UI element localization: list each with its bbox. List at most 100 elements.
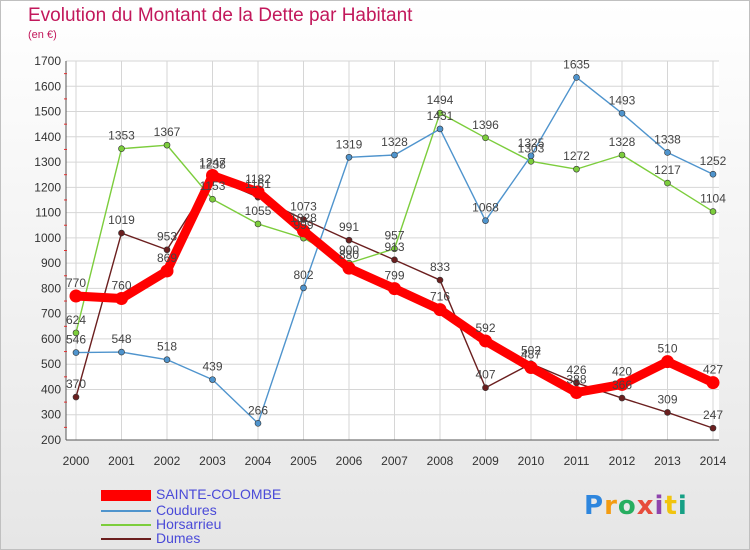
data-label-horsarrieu: 1153 xyxy=(200,179,226,193)
data-label-coudures: 548 xyxy=(111,332,131,346)
data-label-horsarrieu: 1396 xyxy=(472,118,499,132)
data-point-sainte-colombe xyxy=(342,261,356,275)
data-point-horsarrieu xyxy=(209,195,216,203)
data-label-coudures: 1252 xyxy=(700,154,727,168)
data-point-horsarrieu xyxy=(163,141,171,149)
data-label-horsarrieu: 1272 xyxy=(563,149,590,163)
data-point-sainte-colombe xyxy=(570,385,583,399)
data-point-sainte-colombe xyxy=(160,264,174,278)
data-label-sainte-colombe: 869 xyxy=(157,251,177,265)
data-label-horsarrieu: 1055 xyxy=(245,204,272,218)
data-label-sainte-colombe: 1028 xyxy=(290,211,317,225)
data-label-horsarrieu: 957 xyxy=(384,229,404,243)
data-point-sainte-colombe xyxy=(206,168,219,182)
legend-swatch-coudures xyxy=(101,510,151,512)
y-tick-label: 1300 xyxy=(34,155,61,169)
x-tick-label: 2004 xyxy=(245,454,272,468)
data-label-coudures: 1068 xyxy=(472,201,499,215)
data-point-horsarrieu xyxy=(391,245,398,253)
data-label-dumes: 1073 xyxy=(290,199,317,213)
data-label-coudures: 266 xyxy=(248,403,268,417)
data-point-horsarrieu xyxy=(618,151,626,159)
data-label-horsarrieu: 624 xyxy=(66,313,86,327)
data-point-sainte-colombe xyxy=(479,334,492,348)
data-point-dumes xyxy=(300,216,307,223)
data-label-dumes: 833 xyxy=(430,260,450,274)
data-label-sainte-colombe: 487 xyxy=(521,347,541,361)
data-label-sainte-colombe: 1247 xyxy=(199,155,226,169)
data-label-dumes: 1238 xyxy=(199,158,226,172)
data-point-horsarrieu xyxy=(118,145,125,152)
logo-letter: P xyxy=(584,491,605,521)
legend-swatch-sainte-colombe xyxy=(101,490,151,501)
data-label-coudures: 518 xyxy=(157,340,177,354)
y-tick-label: 700 xyxy=(41,307,61,321)
data-label-horsarrieu: 900 xyxy=(339,243,359,257)
data-point-dumes xyxy=(573,379,580,387)
logo-letter: o xyxy=(617,491,637,521)
x-tick-label: 2005 xyxy=(290,454,317,468)
data-point-coudures xyxy=(72,349,80,356)
data-label-sainte-colombe: 510 xyxy=(657,342,677,356)
data-point-sainte-colombe xyxy=(251,185,265,199)
data-point-dumes xyxy=(391,256,398,264)
data-point-sainte-colombe xyxy=(661,355,674,369)
data-label-sainte-colombe: 760 xyxy=(111,279,131,293)
data-point-coudures xyxy=(664,149,671,156)
x-tick-label: 2013 xyxy=(654,454,681,468)
legend-swatch-dumes xyxy=(101,538,151,540)
legend-swatch-horsarrieu xyxy=(101,524,151,526)
data-label-sainte-colombe: 799 xyxy=(384,269,404,283)
data-point-dumes xyxy=(118,229,125,237)
y-tick-label: 1100 xyxy=(35,206,61,220)
data-label-sainte-colombe: 592 xyxy=(475,321,495,335)
data-label-sainte-colombe: 770 xyxy=(66,276,86,290)
proxiti-logo: Proxiti xyxy=(584,491,688,521)
data-label-dumes: 953 xyxy=(157,230,177,244)
data-point-dumes xyxy=(618,394,626,402)
chart-title: Evolution du Montant de la Dette par Hab… xyxy=(28,5,413,26)
y-tick-label: 1000 xyxy=(34,231,61,245)
legend-label-sainte-colombe: SAINTE-COLOMBE xyxy=(156,486,282,502)
x-tick-label: 2003 xyxy=(199,454,226,468)
y-tick-label: 400 xyxy=(41,382,61,396)
x-tick-label: 2009 xyxy=(472,454,499,468)
y-tick-label: 1200 xyxy=(34,180,61,194)
data-point-coudures xyxy=(209,376,216,383)
data-point-horsarrieu xyxy=(254,220,262,228)
data-point-sainte-colombe xyxy=(433,303,447,317)
data-label-coudures: 1493 xyxy=(609,93,636,107)
data-label-dumes: 366 xyxy=(612,378,632,392)
data-label-horsarrieu: 1217 xyxy=(654,163,681,177)
data-point-sainte-colombe xyxy=(297,224,310,238)
data-point-coudures xyxy=(391,151,398,159)
data-label-coudures: 439 xyxy=(202,360,222,374)
x-tick-label: 2011 xyxy=(564,454,590,468)
data-label-sainte-colombe: 1182 xyxy=(245,172,271,186)
x-tick-label: 2002 xyxy=(154,454,181,468)
x-tick-label: 2000 xyxy=(63,454,90,468)
data-point-dumes xyxy=(436,276,444,284)
logo-letter: i xyxy=(677,491,688,521)
data-label-horsarrieu: 1303 xyxy=(518,141,545,155)
logo-letter: r xyxy=(604,491,618,521)
x-tick-label: 2014 xyxy=(700,454,727,468)
data-point-coudures xyxy=(573,74,580,81)
data-label-sainte-colombe: 420 xyxy=(612,364,632,378)
data-point-horsarrieu xyxy=(72,329,80,337)
data-label-horsarrieu: 1104 xyxy=(700,192,726,206)
data-point-coudures xyxy=(482,217,489,224)
data-point-coudures xyxy=(436,125,444,133)
data-point-sainte-colombe xyxy=(69,289,83,303)
y-tick-label: 500 xyxy=(41,357,61,371)
data-label-sainte-colombe: 388 xyxy=(566,372,586,386)
logo-letter: i xyxy=(654,491,665,521)
data-label-coudures: 1338 xyxy=(654,132,681,146)
data-point-horsarrieu xyxy=(573,165,580,173)
data-point-sainte-colombe xyxy=(388,282,401,296)
data-point-coudures xyxy=(618,110,626,117)
data-point-dumes xyxy=(482,384,489,391)
data-label-dumes: 370 xyxy=(66,377,86,391)
